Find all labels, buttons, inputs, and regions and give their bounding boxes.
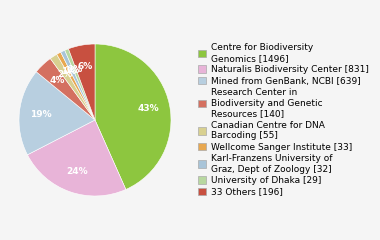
Text: 19%: 19% xyxy=(30,110,51,119)
Text: 1%: 1% xyxy=(67,65,82,74)
Wedge shape xyxy=(61,50,95,120)
Wedge shape xyxy=(65,49,95,120)
Legend: Centre for Biodiversity
Genomics [1496], Naturalis Biodiversity Center [831], Mi: Centre for Biodiversity Genomics [1496],… xyxy=(198,43,369,197)
Wedge shape xyxy=(36,59,95,120)
Wedge shape xyxy=(95,44,171,189)
Wedge shape xyxy=(57,52,95,120)
Text: 4%: 4% xyxy=(50,76,65,85)
Text: 1%: 1% xyxy=(64,66,79,75)
Text: 1%: 1% xyxy=(61,67,76,76)
Text: 24%: 24% xyxy=(66,167,88,176)
Text: 6%: 6% xyxy=(78,62,93,71)
Wedge shape xyxy=(19,72,95,155)
Text: 43%: 43% xyxy=(138,104,159,113)
Wedge shape xyxy=(27,120,126,196)
Text: 2%: 2% xyxy=(57,70,73,79)
Wedge shape xyxy=(50,54,95,120)
Wedge shape xyxy=(68,44,95,120)
